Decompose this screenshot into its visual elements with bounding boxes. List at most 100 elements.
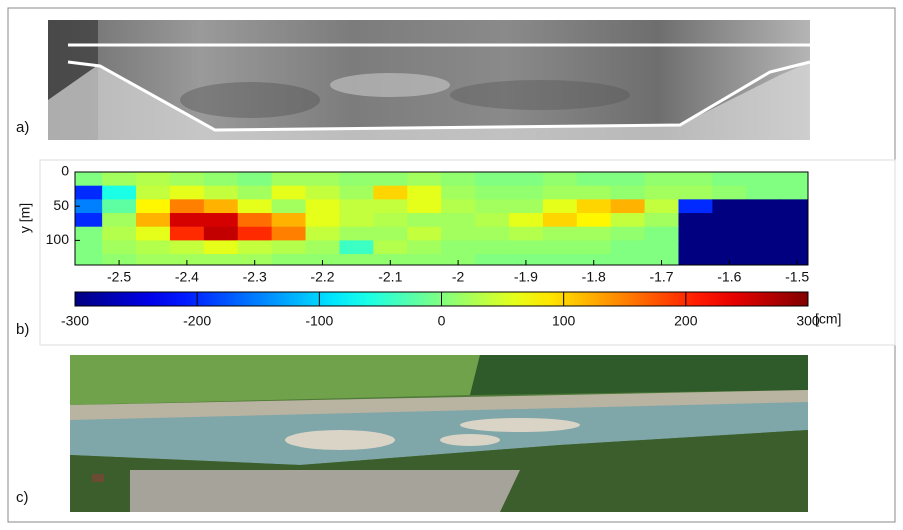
heat-cell xyxy=(272,186,307,200)
heat-cell xyxy=(102,213,137,227)
heat-cell xyxy=(475,186,510,200)
heat-cell xyxy=(678,186,713,200)
heat-cell xyxy=(170,186,205,200)
heat-cell xyxy=(678,172,713,186)
heat-cell xyxy=(306,240,341,254)
heat-cell xyxy=(746,186,781,200)
heat-cell xyxy=(543,240,578,254)
heat-cell xyxy=(373,227,408,241)
heat-cell xyxy=(712,227,747,241)
heat-cell xyxy=(306,199,341,213)
heat-cell xyxy=(611,199,646,213)
heat-cell xyxy=(645,227,680,241)
colorbar-tick-label: 0 xyxy=(438,313,446,329)
heat-cell xyxy=(712,240,747,254)
heat-cell xyxy=(272,240,307,254)
heat-cell xyxy=(136,172,171,186)
y-tick-label: 50 xyxy=(53,197,69,213)
heat-cell xyxy=(509,186,544,200)
heat-cell xyxy=(407,227,442,241)
heat-cell xyxy=(136,227,171,241)
x-tick-label: -1.7 xyxy=(649,269,673,285)
x-tick-label: -2.1 xyxy=(378,269,402,285)
y-axis-label: y [m] xyxy=(17,203,33,233)
panel-label: c) xyxy=(16,489,29,506)
x-tick-label: -2.4 xyxy=(175,269,199,285)
heat-cell xyxy=(339,213,374,227)
heat-cell xyxy=(306,213,341,227)
photo-a xyxy=(48,20,810,140)
heat-cell xyxy=(407,186,442,200)
heat-cell xyxy=(475,172,510,186)
heat-cell xyxy=(306,186,341,200)
heat-cell xyxy=(543,227,578,241)
heat-cell xyxy=(475,213,510,227)
heat-cell xyxy=(170,213,205,227)
photo-c xyxy=(70,355,808,512)
heat-cell xyxy=(678,199,713,213)
x-tick-label: -1.8 xyxy=(582,269,606,285)
heat-cell xyxy=(102,240,137,254)
heat-cell xyxy=(645,240,680,254)
heat-cell xyxy=(204,186,239,200)
heat-cell xyxy=(272,213,307,227)
heat-cell xyxy=(543,186,578,200)
heat-cell xyxy=(170,240,205,254)
heat-cell xyxy=(645,172,680,186)
x-tick-label: -1.5 xyxy=(785,269,809,285)
heat-cell xyxy=(577,227,612,241)
heat-cell xyxy=(441,186,476,200)
heat-cell xyxy=(136,199,171,213)
heat-cell xyxy=(339,227,374,241)
heat-cell xyxy=(611,213,646,227)
heat-cell xyxy=(577,199,612,213)
heat-cell xyxy=(678,240,713,254)
heat-cell xyxy=(509,240,544,254)
heat-cell xyxy=(509,227,544,241)
colorbar-tick-label: 200 xyxy=(674,313,698,329)
colorbar-tick-label: -300 xyxy=(61,313,89,329)
heat-cell xyxy=(746,199,781,213)
heat-cell xyxy=(543,199,578,213)
colorbar-tick-label: 100 xyxy=(552,313,576,329)
heat-cell xyxy=(238,240,273,254)
x-tick-label: -2 xyxy=(452,269,465,285)
x-tick-label: -2.2 xyxy=(310,269,334,285)
heat-cell xyxy=(712,186,747,200)
heat-cell xyxy=(407,240,442,254)
heat-cell xyxy=(373,172,408,186)
x-tick-label: -2.3 xyxy=(243,269,267,285)
heat-cell xyxy=(746,213,781,227)
heat-cell xyxy=(238,213,273,227)
x-tick-label: -1.9 xyxy=(514,269,538,285)
heat-cell xyxy=(373,186,408,200)
heat-cell xyxy=(238,172,273,186)
heat-cell xyxy=(204,227,239,241)
heat-cell xyxy=(645,186,680,200)
heat-cell xyxy=(102,186,137,200)
heat-cell xyxy=(407,199,442,213)
heat-cell xyxy=(373,240,408,254)
heat-cell xyxy=(238,227,273,241)
heat-cell xyxy=(238,186,273,200)
heat-cell xyxy=(373,213,408,227)
heat-cell xyxy=(373,199,408,213)
heat-cell xyxy=(441,227,476,241)
y-tick-label: 100 xyxy=(46,231,70,247)
heat-cell xyxy=(577,213,612,227)
x-tick-label: -2.5 xyxy=(107,269,131,285)
heat-cell xyxy=(475,199,510,213)
panel-label: b) xyxy=(16,321,29,338)
heat-cell xyxy=(272,199,307,213)
heat-cell xyxy=(611,186,646,200)
heat-cell xyxy=(339,240,374,254)
heat-cell xyxy=(543,172,578,186)
heat-cell xyxy=(170,172,205,186)
heat-cell xyxy=(746,227,781,241)
heat-cell xyxy=(475,227,510,241)
heat-cell xyxy=(645,213,680,227)
heat-cell xyxy=(577,240,612,254)
figure: a) b) y [m] [cm] c) -2.5-2.4-2.3-2.2-2.1… xyxy=(0,0,903,530)
heat-cell xyxy=(204,240,239,254)
heat-cell xyxy=(475,240,510,254)
